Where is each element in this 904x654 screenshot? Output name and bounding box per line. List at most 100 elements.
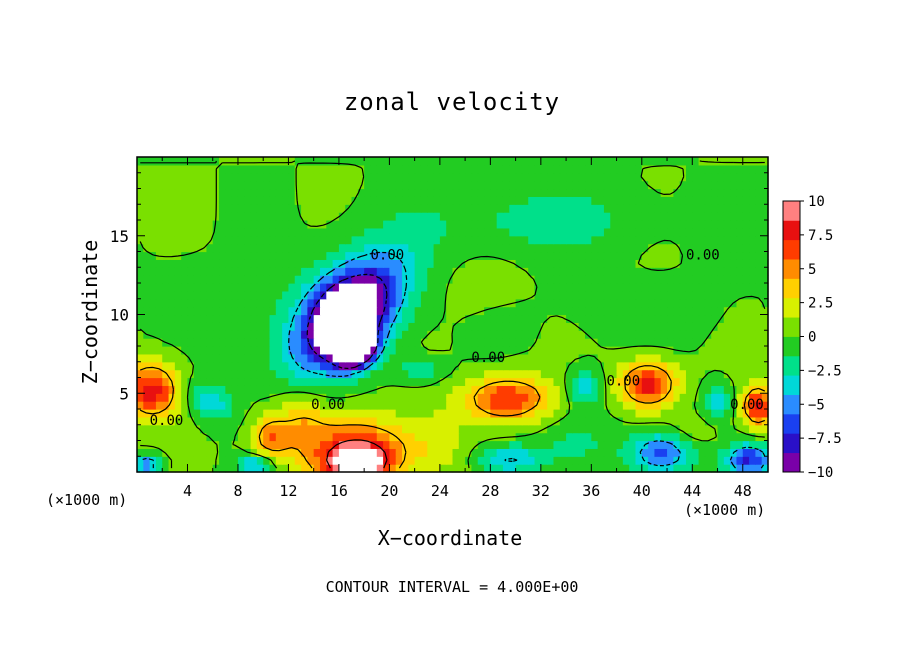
heatmap-cell bbox=[402, 220, 409, 229]
heatmap-cell bbox=[420, 464, 428, 473]
heatmap-cell bbox=[591, 227, 599, 237]
heatmap-cell bbox=[603, 275, 611, 284]
heatmap-cell bbox=[698, 164, 706, 174]
heatmap-cell bbox=[534, 314, 542, 323]
heatmap-cell bbox=[326, 385, 334, 394]
heatmap-cell bbox=[704, 448, 712, 457]
heatmap-cell bbox=[244, 196, 252, 205]
heatmap-cell bbox=[509, 212, 517, 221]
heatmap-cell bbox=[231, 220, 239, 229]
heatmap-cell bbox=[654, 353, 662, 363]
heatmap-cell bbox=[742, 306, 750, 316]
heatmap-cell bbox=[496, 432, 504, 442]
heatmap-cell bbox=[307, 227, 315, 237]
heatmap-cell bbox=[679, 440, 687, 449]
heatmap-cell bbox=[370, 306, 378, 316]
heatmap-cell bbox=[231, 369, 239, 379]
heatmap-cell bbox=[439, 416, 447, 426]
heatmap-cell bbox=[711, 456, 719, 465]
heatmap-cell bbox=[502, 346, 510, 355]
heatmap-cell bbox=[566, 377, 573, 386]
heatmap-cell bbox=[502, 393, 510, 402]
heatmap-cell bbox=[395, 416, 403, 426]
heatmap-cell bbox=[629, 322, 637, 331]
heatmap-cell bbox=[578, 456, 586, 465]
heatmap-cell bbox=[559, 243, 567, 253]
heatmap-cell bbox=[439, 393, 447, 402]
heatmap-cell bbox=[294, 432, 302, 442]
heatmap-cell bbox=[313, 401, 321, 410]
heatmap-cell bbox=[231, 180, 239, 190]
heatmap-cell bbox=[402, 259, 409, 268]
heatmap-cell bbox=[484, 212, 491, 221]
heatmap-cell bbox=[402, 306, 409, 316]
heatmap-cell bbox=[294, 283, 302, 292]
heatmap-cell bbox=[704, 432, 712, 442]
heatmap-cell bbox=[540, 346, 548, 355]
heatmap-cell bbox=[591, 369, 599, 379]
heatmap-cell bbox=[225, 346, 233, 355]
heatmap-cell bbox=[742, 440, 750, 449]
heatmap-cell bbox=[263, 330, 271, 339]
heatmap-cell bbox=[313, 377, 321, 386]
heatmap-cell bbox=[250, 393, 258, 402]
heatmap-cell bbox=[660, 275, 668, 284]
heatmap-cell bbox=[515, 275, 523, 284]
heatmap-cell bbox=[736, 448, 744, 457]
heatmap-cell bbox=[660, 212, 668, 221]
heatmap-cell bbox=[446, 172, 454, 182]
heatmap-cell bbox=[162, 290, 170, 300]
heatmap-cell bbox=[761, 393, 769, 402]
heatmap-cell bbox=[364, 393, 372, 402]
heatmap-cell bbox=[181, 298, 189, 308]
heatmap-cell bbox=[610, 448, 618, 457]
heatmap-cell bbox=[515, 235, 523, 245]
heatmap-cell bbox=[755, 275, 763, 284]
heatmap-cell bbox=[673, 369, 681, 379]
heatmap-cell bbox=[345, 204, 353, 213]
heatmap-cell bbox=[307, 456, 315, 465]
heatmap-cell bbox=[471, 346, 479, 355]
heatmap-cell bbox=[231, 322, 239, 331]
heatmap-cell bbox=[256, 448, 264, 457]
heatmap-cell bbox=[578, 212, 586, 221]
heatmap-cell bbox=[301, 275, 308, 284]
heatmap-cell bbox=[679, 220, 687, 229]
heatmap-cell bbox=[370, 235, 378, 245]
heatmap-cell bbox=[572, 235, 580, 245]
heatmap-cell bbox=[439, 251, 447, 260]
heatmap-cell bbox=[597, 157, 605, 166]
heatmap-cell bbox=[294, 251, 302, 260]
heatmap-cell bbox=[591, 204, 599, 213]
heatmap-cell bbox=[269, 346, 277, 355]
heatmap-cell bbox=[629, 393, 637, 402]
heatmap-cell bbox=[723, 180, 731, 190]
heatmap-cell bbox=[742, 220, 750, 229]
heatmap-cell bbox=[477, 164, 485, 174]
heatmap-cell bbox=[692, 369, 700, 379]
heatmap-cell bbox=[294, 440, 302, 449]
heatmap-cell bbox=[452, 298, 460, 308]
heatmap-cell bbox=[301, 235, 308, 245]
heatmap-cell bbox=[256, 306, 264, 316]
heatmap-cell bbox=[711, 353, 719, 363]
heatmap-cell bbox=[755, 204, 763, 213]
heatmap-cell bbox=[193, 393, 201, 402]
heatmap-cell bbox=[603, 424, 611, 434]
heatmap-cell bbox=[673, 393, 681, 402]
heatmap-cell bbox=[465, 164, 473, 174]
heatmap-cell bbox=[730, 220, 738, 229]
heatmap-cell bbox=[641, 204, 649, 213]
heatmap-cell bbox=[496, 361, 504, 371]
heatmap-cell bbox=[357, 298, 365, 308]
heatmap-cell bbox=[319, 220, 327, 229]
heatmap-cell bbox=[667, 409, 674, 418]
heatmap-cell bbox=[603, 369, 611, 379]
heatmap-cell bbox=[616, 361, 624, 371]
x-tick-label: 8 bbox=[233, 482, 242, 500]
heatmap-cell bbox=[181, 440, 189, 449]
heatmap-cell bbox=[364, 448, 372, 457]
heatmap-cell bbox=[319, 409, 327, 418]
heatmap-cell bbox=[420, 220, 428, 229]
heatmap-cell bbox=[187, 385, 195, 394]
